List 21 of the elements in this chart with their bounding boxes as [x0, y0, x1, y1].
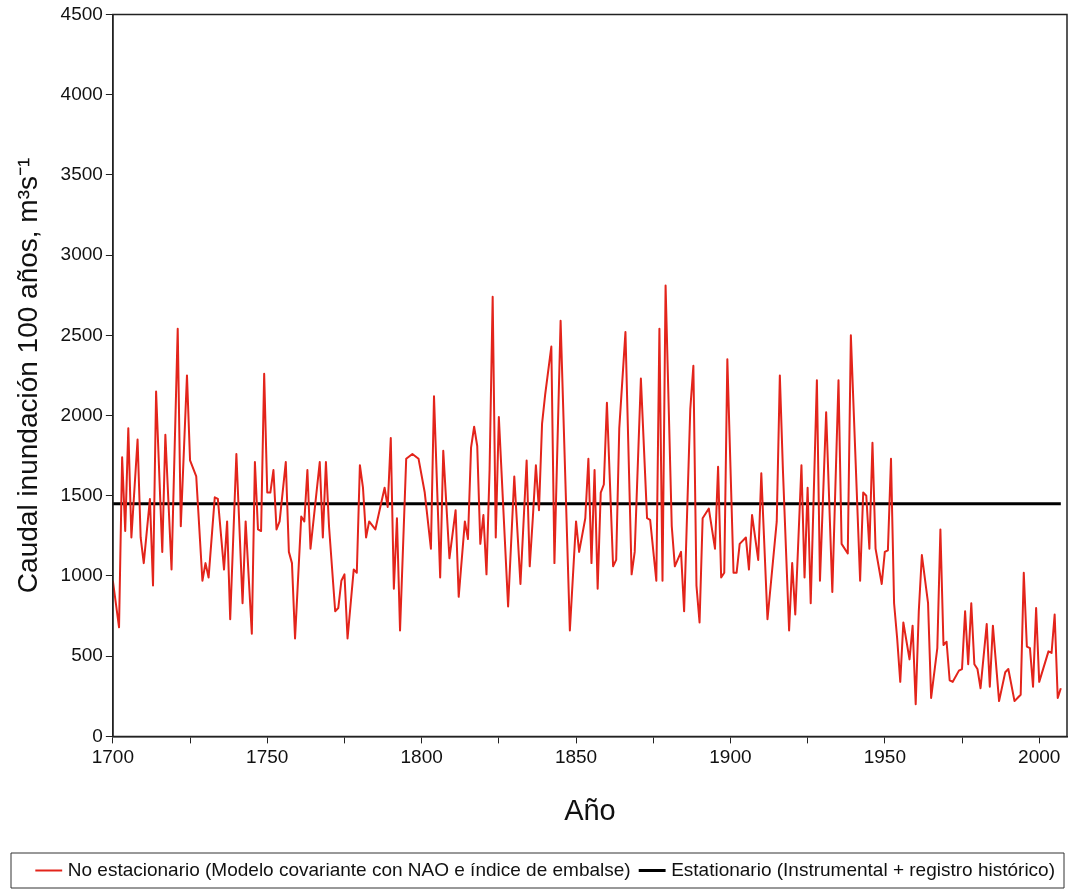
y-tick-label: 4000 [60, 82, 103, 104]
legend-label: No estacionario (Modelo covariante con NAO e índice de embalse) [67, 858, 631, 880]
x-tick-label: 1950 [863, 746, 906, 768]
x-tick-label: 1850 [554, 746, 598, 768]
x-tick-label: 1900 [709, 746, 752, 768]
y-tick-label: 2500 [60, 323, 103, 345]
y-tick-label: 1500 [60, 483, 103, 505]
y-tick-label: 2000 [60, 403, 103, 425]
x-tick-label: 1750 [246, 746, 289, 768]
x-tick-label: 1800 [400, 746, 443, 768]
y-tick-label: 500 [71, 644, 103, 666]
x-tick-label: 1700 [91, 746, 135, 768]
y-axis-title: Caudal inundación 100 años, m³s⁻¹ [11, 157, 43, 594]
legend-label: Estationario (Instrumental + registro histórico) [671, 858, 1056, 880]
y-tick-label: 3000 [60, 243, 103, 265]
y-tick-label: 1000 [60, 564, 103, 586]
y-tick-label: 0 [92, 724, 103, 746]
x-axis-title: Año [564, 793, 616, 826]
x-tick-label: 2000 [1018, 746, 1061, 768]
y-tick-label: 4500 [60, 2, 103, 24]
y-tick-label: 3500 [60, 163, 103, 185]
